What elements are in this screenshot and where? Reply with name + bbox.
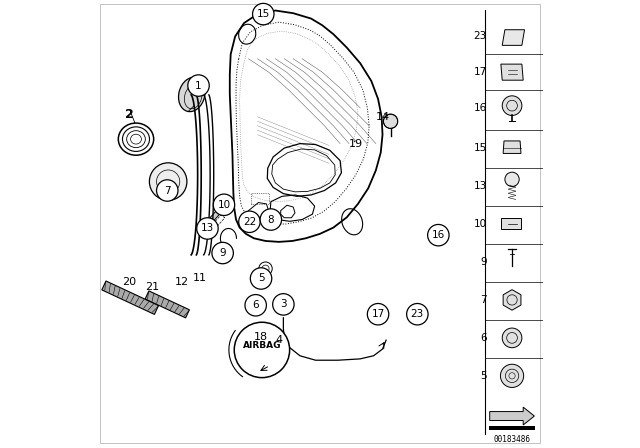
Circle shape bbox=[505, 172, 519, 186]
Text: 13: 13 bbox=[201, 224, 214, 233]
Circle shape bbox=[157, 180, 178, 201]
Circle shape bbox=[213, 194, 235, 215]
Text: 23: 23 bbox=[474, 31, 486, 41]
Circle shape bbox=[234, 322, 290, 378]
Text: 8: 8 bbox=[268, 215, 274, 224]
Polygon shape bbox=[502, 30, 525, 45]
Text: 7: 7 bbox=[480, 295, 486, 305]
Polygon shape bbox=[503, 141, 521, 153]
Circle shape bbox=[502, 96, 522, 116]
Text: 4: 4 bbox=[275, 335, 282, 345]
Text: 18: 18 bbox=[254, 332, 268, 341]
Text: 14: 14 bbox=[376, 112, 390, 122]
Circle shape bbox=[273, 294, 294, 315]
Text: 16: 16 bbox=[432, 230, 445, 240]
Text: 15: 15 bbox=[257, 9, 270, 19]
Text: 10: 10 bbox=[474, 219, 486, 229]
Text: 2: 2 bbox=[125, 108, 134, 121]
Circle shape bbox=[239, 211, 260, 233]
Text: 6: 6 bbox=[252, 300, 259, 310]
Circle shape bbox=[250, 268, 272, 289]
Text: 3: 3 bbox=[280, 299, 287, 310]
Polygon shape bbox=[145, 291, 189, 318]
Text: 23: 23 bbox=[411, 309, 424, 319]
Text: 20: 20 bbox=[122, 277, 136, 287]
Circle shape bbox=[196, 218, 218, 239]
Text: 6: 6 bbox=[480, 333, 486, 343]
Text: 17: 17 bbox=[371, 309, 385, 319]
Text: 9: 9 bbox=[480, 257, 486, 267]
Polygon shape bbox=[489, 426, 535, 431]
Circle shape bbox=[253, 4, 274, 25]
Circle shape bbox=[245, 295, 266, 316]
Circle shape bbox=[406, 303, 428, 325]
Circle shape bbox=[428, 224, 449, 246]
Polygon shape bbox=[501, 218, 521, 229]
Circle shape bbox=[367, 303, 388, 325]
Text: 00183486: 00183486 bbox=[493, 435, 531, 444]
Text: 16: 16 bbox=[474, 103, 486, 113]
Text: 12: 12 bbox=[175, 277, 189, 287]
Circle shape bbox=[502, 328, 522, 348]
Circle shape bbox=[500, 364, 524, 388]
Text: 13: 13 bbox=[474, 181, 486, 191]
Text: 21: 21 bbox=[145, 281, 159, 292]
Polygon shape bbox=[209, 211, 221, 222]
Text: 15: 15 bbox=[474, 143, 486, 153]
Text: 17: 17 bbox=[474, 67, 486, 77]
Text: AIRBAG: AIRBAG bbox=[243, 341, 281, 350]
Circle shape bbox=[188, 75, 209, 96]
Text: 19: 19 bbox=[349, 138, 363, 149]
Text: 11: 11 bbox=[193, 272, 207, 283]
Polygon shape bbox=[490, 407, 534, 425]
Text: 1: 1 bbox=[195, 81, 202, 90]
Text: 22: 22 bbox=[243, 217, 256, 227]
Text: 5: 5 bbox=[480, 371, 486, 381]
Circle shape bbox=[149, 163, 187, 200]
Ellipse shape bbox=[179, 78, 205, 112]
Text: 5: 5 bbox=[258, 273, 264, 284]
Text: 10: 10 bbox=[218, 200, 230, 210]
Ellipse shape bbox=[383, 114, 397, 129]
Text: 9: 9 bbox=[220, 248, 226, 258]
Polygon shape bbox=[503, 290, 521, 310]
Polygon shape bbox=[102, 281, 159, 314]
Text: 7: 7 bbox=[164, 185, 171, 195]
Circle shape bbox=[212, 242, 234, 264]
Polygon shape bbox=[501, 64, 524, 80]
Circle shape bbox=[260, 209, 282, 230]
